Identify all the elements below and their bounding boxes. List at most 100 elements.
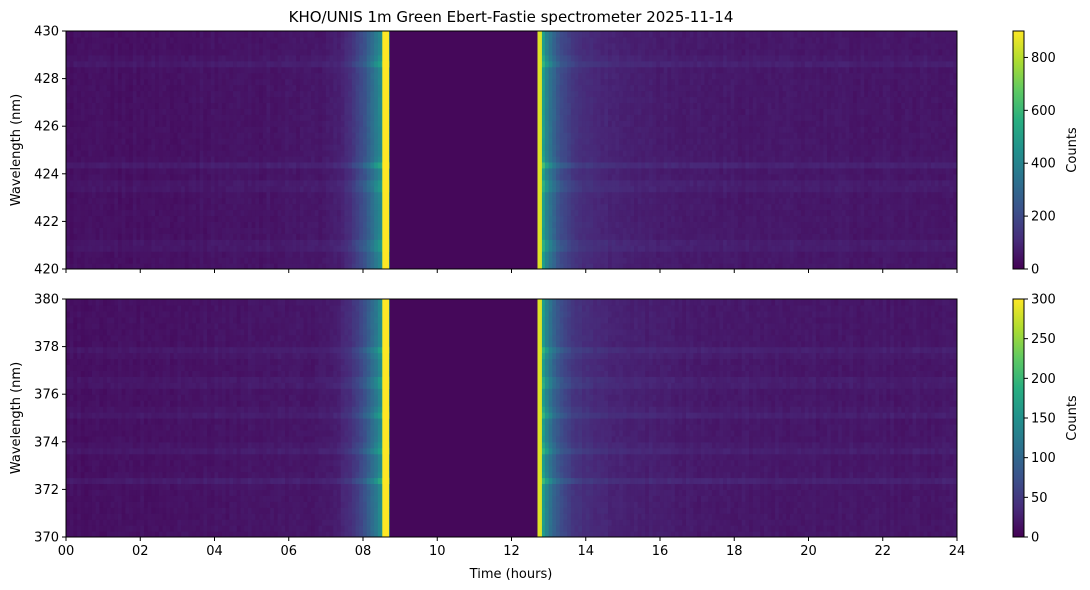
heatmap-cell [91,90,97,98]
heatmap-cell [337,144,342,151]
heatmap-cell [247,263,253,269]
heatmap-cell [314,167,320,175]
heatmap-cell [318,215,323,222]
heatmap-cell [377,78,383,86]
heatmap-cell [556,251,561,258]
heatmap-cell [221,215,227,222]
heatmap-cell [114,84,119,92]
heatmap-cell [656,203,661,211]
heatmap-cell [604,239,609,246]
heatmap-cell [329,108,334,115]
heatmap-cell [615,84,620,92]
heatmap-cell [296,209,301,217]
heatmap-cell [66,102,71,109]
heatmap-cell [207,221,212,228]
heatmap-cell [322,54,327,62]
heatmap-cell [615,96,620,103]
heatmap-cell [337,150,342,157]
heatmap-cell [619,138,624,145]
heatmap-cell [251,221,256,228]
heatmap-cell [233,173,238,181]
heatmap-cell [203,161,208,169]
heatmap-cell [299,132,305,139]
heatmap-cell [80,108,86,115]
heatmap-cell [559,54,565,62]
heatmap-cell [325,251,331,258]
heatmap-cell [608,185,613,193]
heatmap-cell [611,72,617,80]
heatmap-cell [663,144,669,151]
heatmap-cell [630,185,635,193]
heatmap-cell [667,185,672,193]
heatmap-cell [351,215,357,222]
heatmap-cell [604,138,609,145]
heatmap-cell [140,161,145,169]
heatmap-cell [103,161,108,169]
heatmap-cell [77,263,82,269]
heatmap-cell [247,191,253,199]
heatmap-cell [314,96,320,103]
heatmap-cell [578,60,583,68]
heatmap-cell [303,179,308,187]
heatmap-cell [84,167,89,175]
heatmap-cell [277,54,282,62]
heatmap-cell [582,185,587,193]
heatmap-cell [544,102,550,109]
heatmap-cell [188,173,193,181]
heatmap-cell [641,84,646,92]
heatmap-cell [207,42,212,50]
heatmap-cell [270,60,275,68]
heatmap-cell [125,42,130,50]
heatmap-cell [125,215,130,222]
heatmap-cell [570,72,576,80]
heatmap-cell [251,251,256,258]
heatmap-cell [337,60,342,68]
heatmap-cell [143,138,149,145]
heatmap-cell [95,251,101,258]
heatmap-cell [143,251,149,258]
heatmap-cell [359,233,364,240]
heatmap-cell [363,227,368,234]
heatmap-cell [91,126,97,133]
heatmap-cell [214,203,219,211]
heatmap-cell [582,54,587,62]
heatmap-cell [604,114,609,121]
heatmap-cell [299,120,305,127]
heatmap-cell [273,31,279,38]
heatmap-cell [570,203,576,211]
heatmap-cell [604,84,609,92]
heatmap-cell [363,42,368,50]
heatmap-cell [66,179,71,187]
heatmap-cell [340,138,346,145]
heatmap-cell [322,66,327,74]
heatmap-cell [552,263,557,269]
heatmap-cell [548,84,553,92]
heatmap-cell [106,36,112,44]
heatmap-cell [80,155,86,163]
heatmap-cell [674,72,680,80]
heatmap-cell [277,233,282,240]
heatmap-cell [173,257,178,264]
heatmap-cell [296,120,301,127]
heatmap-cell [660,263,665,269]
heatmap-cell [199,161,204,169]
heatmap-cell [151,233,156,240]
heatmap-cell [188,257,193,264]
heatmap-cell [637,167,643,175]
heatmap-cell [608,197,613,205]
heatmap-cell [273,66,279,74]
heatmap-cell [556,221,561,228]
heatmap-cell [366,138,372,145]
heatmap-cell [608,239,613,246]
heatmap-cell [541,191,546,199]
heatmap-cell [106,257,112,264]
heatmap-cell [570,155,576,163]
heatmap-cell [366,114,372,121]
heatmap-cell [637,120,643,127]
heatmap-cell [110,48,115,56]
heatmap-cell [344,197,349,205]
heatmap-cell [158,120,164,127]
heatmap-cell [344,263,349,269]
heatmap-cell [634,155,639,163]
heatmap-cell [563,66,568,74]
